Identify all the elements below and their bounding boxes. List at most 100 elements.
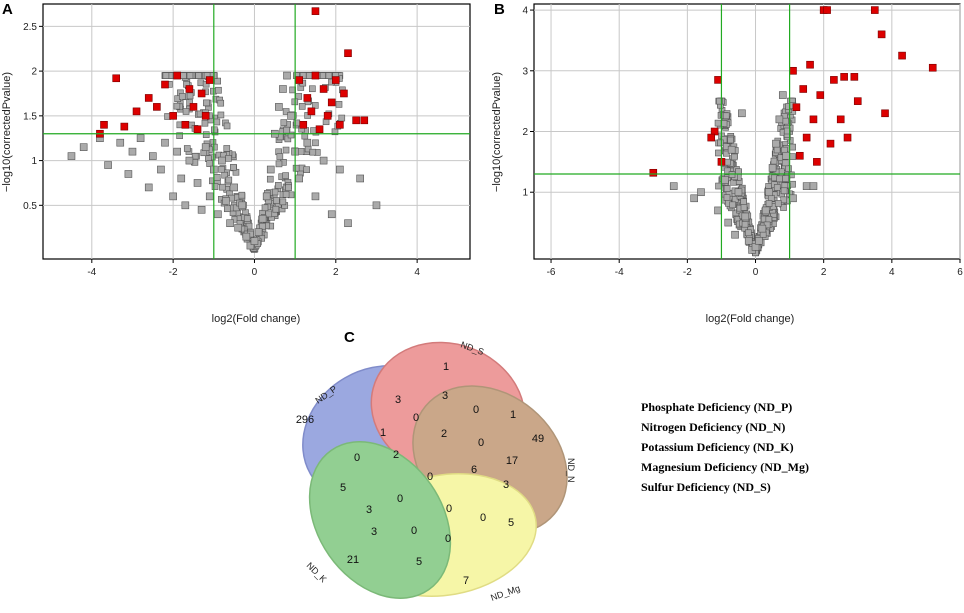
background-point — [306, 72, 313, 79]
nonsignificant-point — [116, 138, 125, 147]
nonsignificant-point — [173, 147, 181, 156]
background-point — [225, 176, 233, 184]
background-point — [214, 77, 221, 85]
significant-point — [311, 7, 320, 15]
significant-point — [792, 103, 801, 112]
nonsignificant-point — [149, 152, 157, 160]
significant-point — [823, 6, 831, 14]
background-point — [282, 172, 289, 179]
nonsignificant-point — [714, 206, 722, 215]
background-point — [173, 102, 181, 110]
background-point — [195, 72, 203, 79]
legend-item-nd-mg: Magnesium Deficiency (ND_Mg) — [641, 460, 809, 474]
background-point — [295, 93, 303, 100]
background-point — [273, 197, 280, 204]
significant-point — [813, 158, 821, 166]
background-point — [310, 127, 317, 134]
venn-region-count: 2 — [393, 449, 399, 461]
background-point — [225, 155, 232, 162]
background-point — [780, 187, 788, 195]
nonsignificant-point — [283, 71, 291, 80]
venn-region-count: 3 — [366, 504, 372, 516]
background-point — [261, 204, 269, 212]
background-point — [275, 160, 283, 168]
background-point — [773, 184, 781, 191]
nonsignificant-point — [802, 182, 811, 190]
venn-region-count: 5 — [340, 482, 346, 494]
significant-point — [201, 112, 210, 120]
significant-point — [870, 6, 879, 14]
significant-point — [707, 133, 716, 142]
venn-region-count: 0 — [354, 452, 360, 464]
nonsignificant-point — [79, 143, 88, 151]
significant-point — [112, 74, 120, 83]
x-axis-label-b: log2(Fold change) — [706, 313, 795, 325]
venn-region-count: 2 — [441, 428, 447, 440]
background-point — [203, 99, 210, 107]
nonsignificant-point — [230, 183, 238, 192]
volcano-plot-a: A -4 -2 0 2 4 0.5 1 1.5 2 2.5 log2(Fold change) −… — [1, 1, 471, 325]
significant-point — [153, 103, 161, 111]
venn-region-count: 0 — [397, 493, 403, 505]
significant-point — [197, 89, 206, 98]
background-point — [783, 127, 791, 135]
x-tick-label: 2 — [821, 267, 827, 278]
panel-label-a: A — [2, 1, 13, 18]
background-point — [745, 229, 752, 237]
significant-point — [161, 80, 169, 89]
legend-item-nd-k: Potassium Deficiency (ND_K) — [641, 440, 794, 454]
nonsignificant-point — [731, 230, 739, 239]
venn-region-count: 1 — [510, 409, 516, 421]
venn-region-count: 0 — [411, 525, 417, 537]
background-point — [186, 92, 194, 100]
background-point — [272, 205, 280, 213]
background-point — [785, 165, 792, 172]
background-point — [182, 108, 190, 115]
background-point — [217, 111, 225, 119]
background-point — [740, 204, 748, 211]
venn-region-count: 17 — [506, 455, 518, 467]
background-point — [186, 72, 194, 79]
significant-point — [649, 168, 658, 177]
y-axis-label-a: −log10(correctedPvalue) — [1, 72, 13, 192]
nonsignificant-point — [279, 85, 287, 93]
nonsignificant-point — [218, 156, 226, 165]
background-point — [282, 108, 290, 115]
background-point — [219, 183, 226, 191]
legend: Phosphate Deficiency (ND_P) Nitrogen Def… — [641, 400, 809, 494]
background-point — [259, 222, 266, 230]
significant-point — [809, 115, 818, 124]
significant-point — [189, 103, 198, 111]
significant-point — [836, 115, 845, 124]
background-point — [201, 119, 209, 127]
venn-region-count: 0 — [445, 533, 451, 545]
significant-point — [850, 73, 859, 81]
nonsignificant-point — [214, 210, 222, 219]
nonsignificant-point — [201, 143, 210, 151]
venn-region-count: 5 — [416, 556, 422, 568]
background-point — [729, 201, 736, 209]
background-point — [298, 103, 306, 110]
nonsignificant-point — [238, 201, 247, 210]
significant-point — [714, 76, 722, 84]
x-tick-label: -4 — [87, 267, 96, 278]
background-point — [338, 114, 346, 122]
significant-point — [336, 120, 344, 129]
nonsignificant-point — [157, 165, 165, 174]
nonsignificant-point — [205, 192, 214, 201]
venn-region-count: 49 — [532, 433, 544, 445]
venn-region-count: 7 — [463, 575, 469, 587]
background-point — [740, 198, 747, 206]
nonsignificant-point — [144, 183, 153, 192]
nonsignificant-point — [242, 232, 251, 241]
y-tick-label: 1 — [31, 156, 37, 167]
y-tick-label: 3 — [522, 66, 528, 77]
significant-point — [311, 71, 320, 80]
significant-point — [100, 120, 108, 129]
background-point — [213, 174, 221, 181]
nonsignificant-point — [226, 219, 234, 228]
nonsignificant-point — [690, 194, 698, 203]
nonsignificant-point — [669, 182, 678, 190]
background-point — [774, 200, 782, 207]
